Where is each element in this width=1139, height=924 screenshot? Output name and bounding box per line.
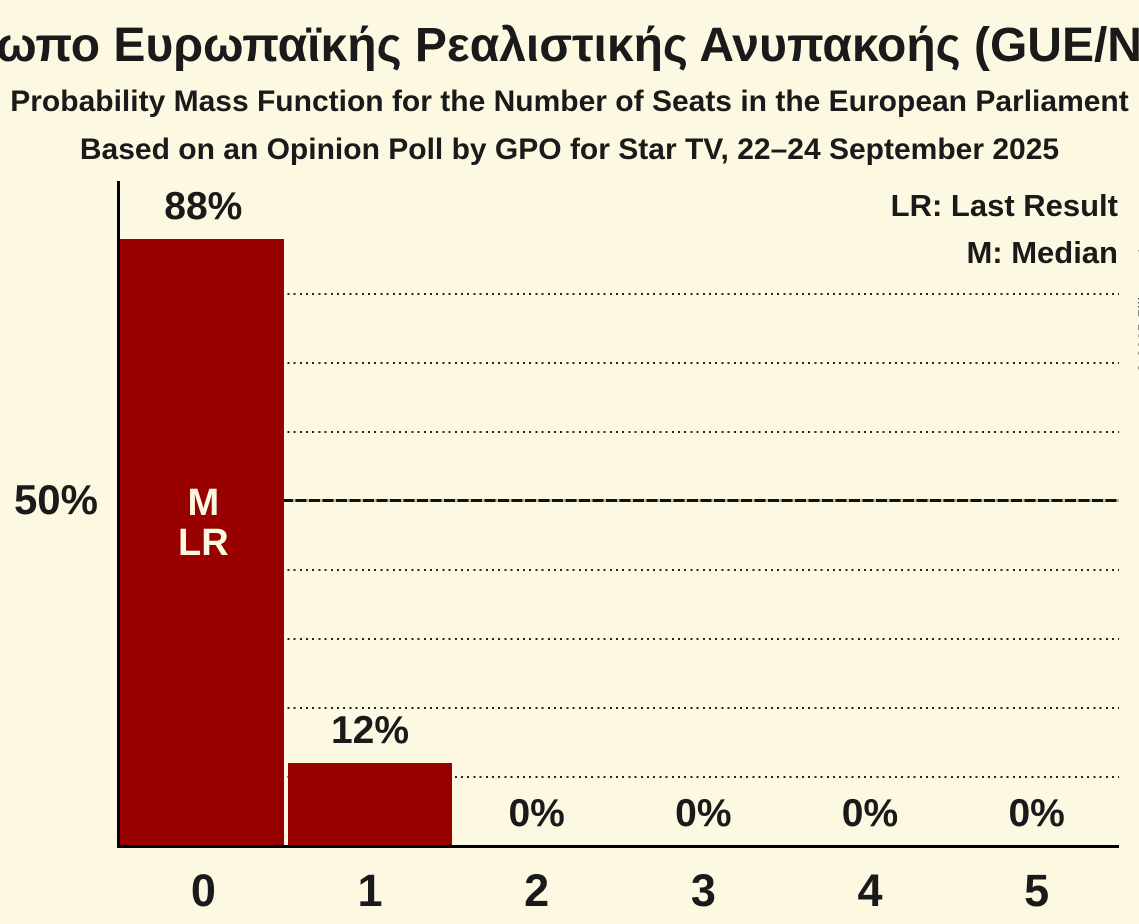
chart-poll-source: Based on an Opinion Poll by GPO for Star…: [79, 133, 1060, 166]
y-axis-50-label: 50%: [13, 476, 98, 523]
gridline-60pct: [120, 431, 1119, 433]
x-tick-label-4: 4: [857, 865, 883, 916]
bars-layer: 88% 12% 0% 0% 0% 0% M LR: [120, 181, 1120, 846]
annotation-line: LR: [178, 522, 229, 564]
x-tick-label-1: 1: [357, 865, 383, 916]
x-tick-label-2: 2: [524, 865, 550, 916]
bar-seats-0: [120, 238, 284, 846]
gridline-70pct: [120, 362, 1119, 364]
gridline-20pct: [120, 707, 1119, 709]
bar-value-label: 12%: [330, 709, 410, 753]
x-axis-line: [117, 845, 1119, 848]
bar-value-label: 0%: [508, 792, 565, 835]
gridline-30pct: [120, 638, 1119, 640]
chart-subtitle: Probability Mass Function for the Number…: [10, 85, 1129, 118]
gridline-10pct: [120, 776, 1119, 778]
x-tick-label-3: 3: [690, 865, 716, 916]
bar-value-label: 0%: [675, 792, 732, 835]
bar-value-label: 0%: [1008, 792, 1065, 835]
gridline-50pct: [120, 499, 1119, 502]
x-axis-labels: 0 1 2 3 4 5: [120, 868, 1120, 918]
gridline-40pct: [120, 569, 1119, 571]
legend-median: M: Median: [966, 235, 1118, 270]
gridlines-layer: [120, 181, 1119, 846]
y-axis-line: [117, 181, 120, 848]
bar-seats-1: [288, 763, 452, 846]
chart-legend: LR: Last Result M: Median: [891, 182, 1118, 276]
bar-annotation-median-lastresult: M LR: [120, 483, 287, 563]
plot-area: 88% 12% 0% 0% 0% 0% M LR: [0, 181, 1139, 848]
x-tick-label-5: 5: [1024, 865, 1050, 916]
gridline-80pct: [120, 293, 1119, 295]
bar-value-label: 88%: [164, 184, 243, 228]
bar-value-label: 0%: [841, 792, 899, 835]
chart-title: Μέτωπο Ευρωπαϊκής Ρεαλιστικής Ανυπακοής …: [0, 19, 1139, 72]
annotation-line: M: [187, 482, 220, 524]
copyright-notice: © 2025 Filip van Laenen: [1135, 201, 1139, 373]
legend-last-result: LR: Last Result: [890, 188, 1118, 223]
x-tick-label-0: 0: [190, 865, 216, 916]
